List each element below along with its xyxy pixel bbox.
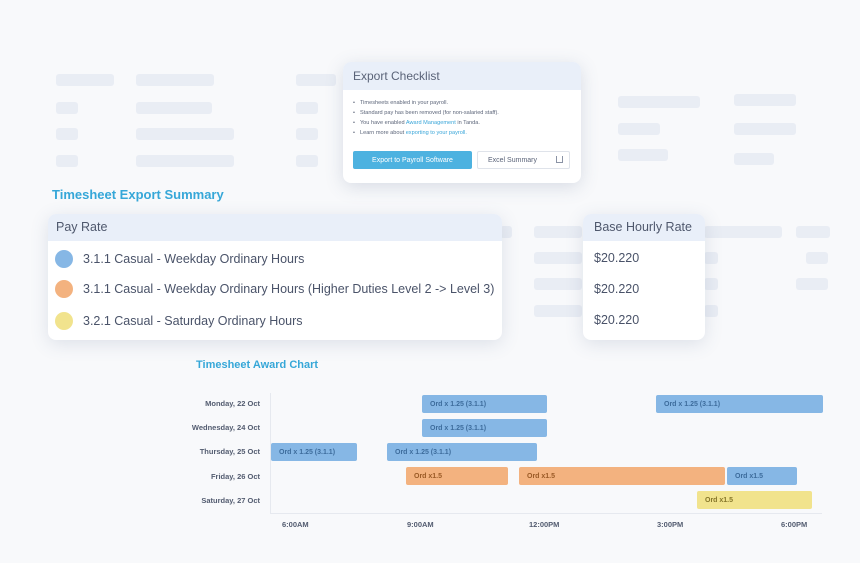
excel-summary-label: Excel Summary <box>488 156 538 164</box>
chart-baseline <box>270 513 822 514</box>
shift-bar[interactable]: Ord x 1.25 (3.1.1) <box>656 395 823 413</box>
chart-axis-line <box>270 393 271 513</box>
checklist-title: Export Checklist <box>343 62 581 90</box>
hourly-rate-value: $20.220 <box>594 282 640 296</box>
shift-bar[interactable]: Ord x 1.25 (3.1.1) <box>387 443 537 461</box>
shift-bar[interactable]: Ord x 1.25 (3.1.1) <box>422 395 547 413</box>
shift-bar[interactable]: Ord x1.5 <box>697 491 812 509</box>
shift-bar[interactable]: Ord x1.5 <box>519 467 725 485</box>
checklist-item: Learn more about exporting to your payro… <box>353 128 571 138</box>
pay-rate-label: 3.2.1 Casual - Saturday Ordinary Hours <box>83 313 303 328</box>
checklist-item-text: in Tanda. <box>455 120 480 126</box>
exporting-payroll-link[interactable]: exporting to your payroll. <box>405 130 467 136</box>
excel-summary-button[interactable]: Excel Summary <box>477 151 570 169</box>
pay-rate-row: 3.2.1 Casual - Saturday Ordinary Hours <box>48 305 303 336</box>
export-to-payroll-button[interactable]: Export to Payroll Software <box>353 151 472 169</box>
day-label: Thursday, 25 Oct <box>199 447 260 456</box>
checklist-item: You have enabled Award Management in Tan… <box>353 118 571 128</box>
pay-rate-header: Pay Rate <box>48 214 502 241</box>
time-tick: 12:00PM <box>529 520 560 529</box>
shift-bar[interactable]: Ord x1.5 <box>406 467 508 485</box>
pay-rate-row: 3.1.1 Casual - Weekday Ordinary Hours (H… <box>48 273 494 304</box>
checklist-items: Timesheets enabled in your payroll. Stan… <box>343 90 581 138</box>
hourly-rate-value: $20.220 <box>594 251 640 265</box>
pay-rate-row: 3.1.1 Casual - Weekday Ordinary Hours <box>48 243 304 274</box>
checklist-item-text: Timesheets enabled in your payroll. <box>359 100 449 106</box>
day-label: Wednesday, 24 Oct <box>191 423 260 432</box>
time-tick: 3:00PM <box>657 520 684 529</box>
shift-bar[interactable]: Ord x 1.25 (3.1.1) <box>271 443 357 461</box>
award-management-link[interactable]: Award Management <box>405 120 456 126</box>
checklist-item-text: Standard pay has been removed (for non-s… <box>359 110 499 116</box>
checklist-item-text: Learn more about <box>359 130 406 136</box>
checklist-item-text: You have enabled <box>359 120 406 126</box>
hourly-rate-value: $20.220 <box>594 313 640 327</box>
color-dot-icon <box>55 311 73 330</box>
checklist-item: Standard pay has been removed (for non-s… <box>353 108 571 118</box>
shift-bar[interactable]: Ord x1.5 <box>727 467 797 485</box>
section-title: Timesheet Export Summary <box>52 187 224 202</box>
checklist-item: Timesheets enabled in your payroll. <box>353 98 571 108</box>
hourly-rate-header: Base Hourly Rate <box>583 214 705 241</box>
shift-bar[interactable]: Ord x 1.25 (3.1.1) <box>422 419 547 437</box>
export-checklist-card: Export Checklist Timesheets enabled in y… <box>343 62 581 183</box>
day-label: Saturday, 27 Oct <box>201 496 260 505</box>
pay-rate-label: 3.1.1 Casual - Weekday Ordinary Hours <box>83 251 305 266</box>
pay-rate-card: Pay Rate 3.1.1 Casual - Weekday Ordinary… <box>48 214 502 340</box>
color-dot-icon <box>55 249 73 268</box>
day-label: Monday, 22 Oct <box>205 399 260 408</box>
download-icon <box>556 156 563 163</box>
base-hourly-rate-card: Base Hourly Rate $20.220 $20.220 $20.220 <box>583 214 705 340</box>
color-dot-icon <box>55 279 73 298</box>
day-label: Friday, 26 Oct <box>210 472 260 481</box>
time-tick: 9:00AM <box>407 520 434 529</box>
chart-title: Timesheet Award Chart <box>196 359 319 371</box>
pay-rate-label: 3.1.1 Casual - Weekday Ordinary Hours (H… <box>83 281 495 296</box>
time-tick: 6:00AM <box>282 520 309 529</box>
time-tick: 6:00PM <box>781 520 808 529</box>
